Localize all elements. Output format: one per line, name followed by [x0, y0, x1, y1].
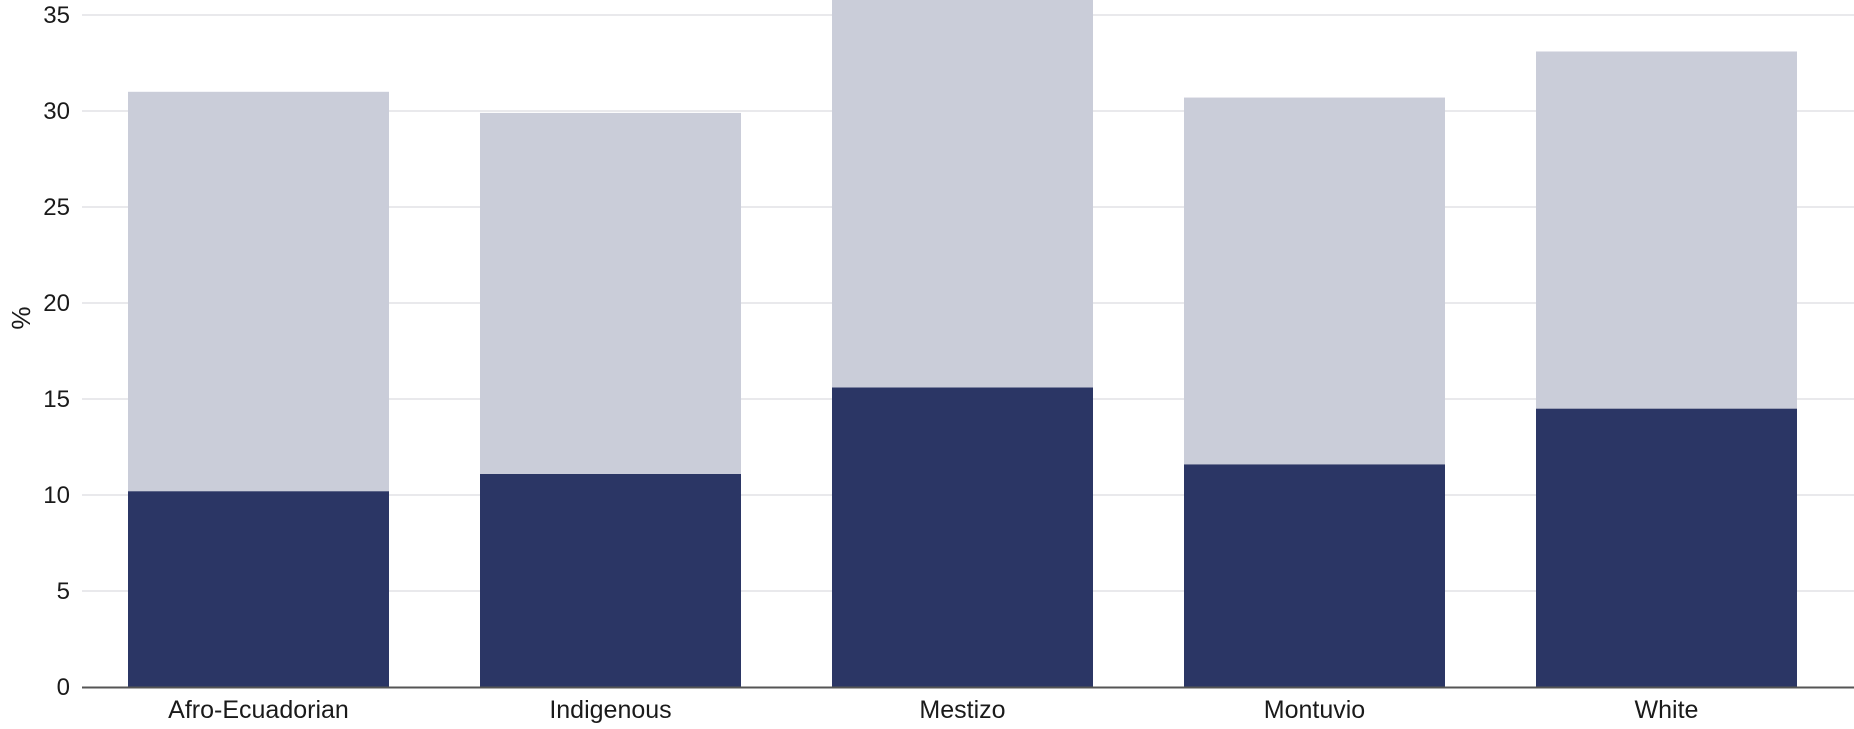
bar-segment — [832, 0, 1093, 388]
bar-segment — [1536, 51, 1797, 409]
bar-segment — [128, 491, 389, 687]
bar-segment — [1536, 408, 1797, 687]
y-tick-label: 0 — [57, 674, 70, 701]
y-tick-label: 10 — [43, 482, 70, 509]
x-category-label: Indigenous — [549, 696, 671, 724]
x-category-label: Montuvio — [1264, 696, 1365, 724]
y-tick-label: 35 — [43, 2, 70, 29]
bar-segment — [1184, 97, 1445, 465]
bar-segment — [1184, 464, 1445, 687]
x-category-label: White — [1635, 696, 1699, 724]
bar-segment — [832, 387, 1093, 687]
bar-segment — [128, 91, 389, 492]
bar-segment — [480, 473, 741, 687]
y-tick-label: 5 — [57, 578, 70, 605]
bar-segment — [480, 112, 741, 474]
x-category-label: Mestizo — [919, 696, 1005, 724]
y-axis-ticks: 0 5 10 15 20 25 30 35 — [43, 2, 70, 701]
y-tick-label: 30 — [43, 98, 70, 125]
x-axis-labels: Afro-Ecuadorian Indigenous Mestizo Montuvio… — [168, 696, 1698, 724]
y-tick-label: 25 — [43, 194, 70, 221]
x-category-label: Afro-Ecuadorian — [168, 696, 349, 724]
y-tick-label: 15 — [43, 386, 70, 413]
y-axis-title: % — [6, 306, 36, 329]
bars — [128, 0, 1797, 687]
y-tick-label: 20 — [43, 290, 70, 317]
